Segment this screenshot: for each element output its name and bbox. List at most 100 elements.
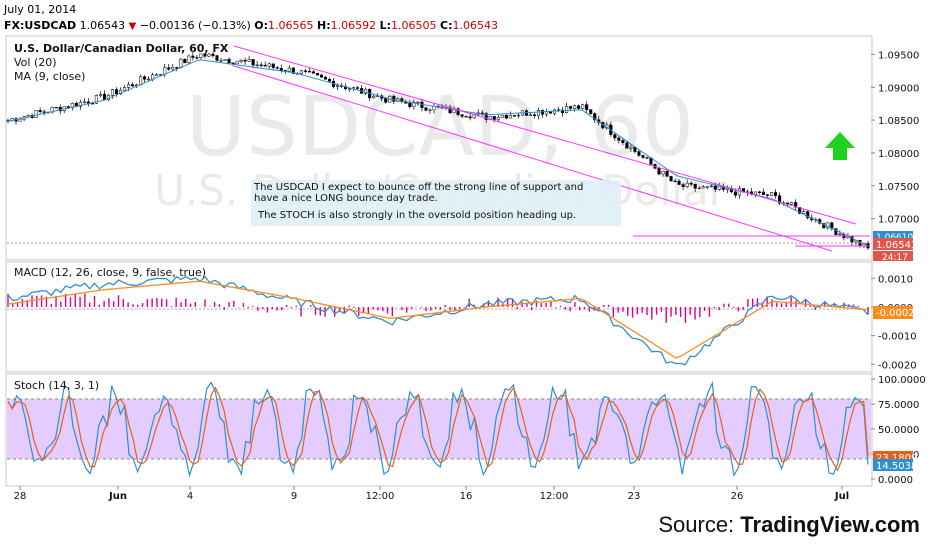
candle-body	[327, 79, 332, 82]
price-tick-label: 1.09500	[878, 50, 919, 61]
annotation-line-3: The STOCH is also strongly in the overso…	[257, 210, 576, 221]
annotation-box[interactable]	[251, 180, 621, 226]
candle-body	[528, 114, 532, 116]
candle-body	[456, 108, 460, 115]
last-price-badge	[873, 238, 913, 250]
candle-body	[753, 191, 758, 195]
candle-body	[384, 97, 388, 103]
stoch-k-line	[7, 380, 869, 478]
candle-body	[460, 114, 464, 117]
candle-body	[838, 233, 842, 236]
candle-body	[508, 115, 512, 119]
time-tick-label: Jun	[108, 491, 127, 502]
candle-body	[657, 168, 661, 175]
candle-body	[573, 105, 577, 109]
candle-body	[822, 223, 826, 229]
candle-body	[806, 211, 810, 219]
macd-histogram	[7, 293, 869, 323]
candle-body	[645, 157, 649, 159]
candle-body	[737, 188, 741, 196]
candle-body	[364, 88, 368, 94]
prev-price-badge	[873, 231, 913, 242]
candle-body	[167, 67, 171, 70]
candle-body	[263, 64, 267, 67]
candle-body	[577, 105, 581, 109]
time-axis[interactable]: 28 Jun 4 9 12:00 16 12:00 23 26 Jul	[14, 486, 850, 502]
candle-body	[761, 191, 766, 195]
candle-body	[561, 109, 565, 114]
candle-body	[512, 115, 516, 117]
candle-body	[118, 89, 123, 95]
candle-body	[774, 192, 778, 196]
stoch-tick-label: 0.0000	[878, 475, 913, 486]
candle-body	[18, 118, 22, 122]
candle-body	[496, 117, 500, 120]
candle-body	[778, 195, 782, 204]
price-tick-label: 1.08500	[878, 116, 919, 127]
candle-body	[255, 64, 259, 66]
candle-body	[412, 101, 416, 107]
candle-body	[159, 74, 163, 76]
countdown-label: 24:17	[882, 253, 908, 263]
chart-canvas[interactable]: USDCAD, 60 U.S. Dollar/Canadian Dollar T…	[0, 0, 932, 510]
candle-body	[400, 98, 404, 102]
time-tick-label: 12:00	[540, 491, 569, 502]
macd-line	[7, 275, 869, 366]
candle-body	[259, 64, 263, 66]
candle-body	[585, 104, 589, 110]
symbol-label[interactable]: FX:USDCAD	[4, 19, 77, 32]
macd-tick-label: -0.0010	[878, 332, 917, 343]
time-tick-label: Jul	[834, 491, 849, 502]
candle-body	[464, 116, 468, 118]
candle-body	[147, 78, 151, 81]
candle-body	[219, 60, 223, 62]
candle-body	[685, 182, 689, 187]
candle-body	[94, 95, 98, 104]
candle-body	[223, 59, 227, 61]
candle-body	[790, 202, 794, 205]
candle-body	[565, 106, 569, 114]
price-change: −0.00136 (−0.13%)	[139, 19, 251, 32]
candle-body	[207, 53, 211, 57]
symbol-quote-line: FX:USDCAD 1.06543 ▼ −0.00136 (−0.13%) O:…	[4, 19, 498, 32]
candle-body	[697, 187, 701, 190]
candle-body	[299, 70, 303, 74]
price-axis[interactable]: 1.09500 1.09000 1.08500 1.08000 1.07500 1.070…	[871, 50, 919, 226]
candle-body	[408, 103, 412, 107]
annotation-line-2: have a nice LONG bounce day trade.	[254, 193, 438, 204]
candle-body	[307, 71, 311, 73]
candle-body	[175, 67, 179, 69]
channel-lower-trendline[interactable]	[233, 65, 833, 252]
candle-body	[199, 53, 203, 58]
stoch-pane-frame	[5, 373, 873, 487]
candle-body	[701, 186, 705, 189]
macd-tick-label: 0.0010	[878, 274, 913, 285]
price-pane-frame	[5, 35, 873, 261]
candle-body	[629, 146, 633, 149]
macd-pane-title: MACD (12, 26, close, 9, false, true)	[14, 266, 206, 279]
up-arrow-icon[interactable]	[825, 132, 855, 160]
close-label: C:	[440, 19, 453, 32]
candle-body	[151, 74, 155, 80]
candle-body	[681, 184, 685, 187]
candle-body	[131, 84, 135, 87]
candle-body	[239, 59, 243, 62]
source-credit: Source: TradingView.com	[658, 512, 920, 538]
candle-body	[42, 111, 46, 113]
time-tick-label: 26	[731, 491, 744, 502]
countdown-badge	[873, 251, 913, 261]
low-value: 1.06505	[391, 19, 437, 32]
candle-body	[114, 89, 119, 95]
candle-body	[271, 63, 275, 68]
watermark-symbol: USDCAD, 60	[186, 80, 694, 175]
source-brand: TradingView.com	[740, 512, 920, 537]
candle-body	[484, 113, 488, 120]
candle-body	[183, 58, 187, 64]
channel-upper-trendline[interactable]	[233, 45, 857, 225]
candle-body	[179, 58, 183, 68]
candle-body	[569, 106, 573, 109]
price-tick-label: 1.09000	[878, 83, 919, 94]
time-tick-label: 16	[460, 491, 473, 502]
candle-body	[673, 180, 677, 183]
macd-axis[interactable]: 0.00100.0000-0.0010-0.0020	[871, 274, 917, 371]
